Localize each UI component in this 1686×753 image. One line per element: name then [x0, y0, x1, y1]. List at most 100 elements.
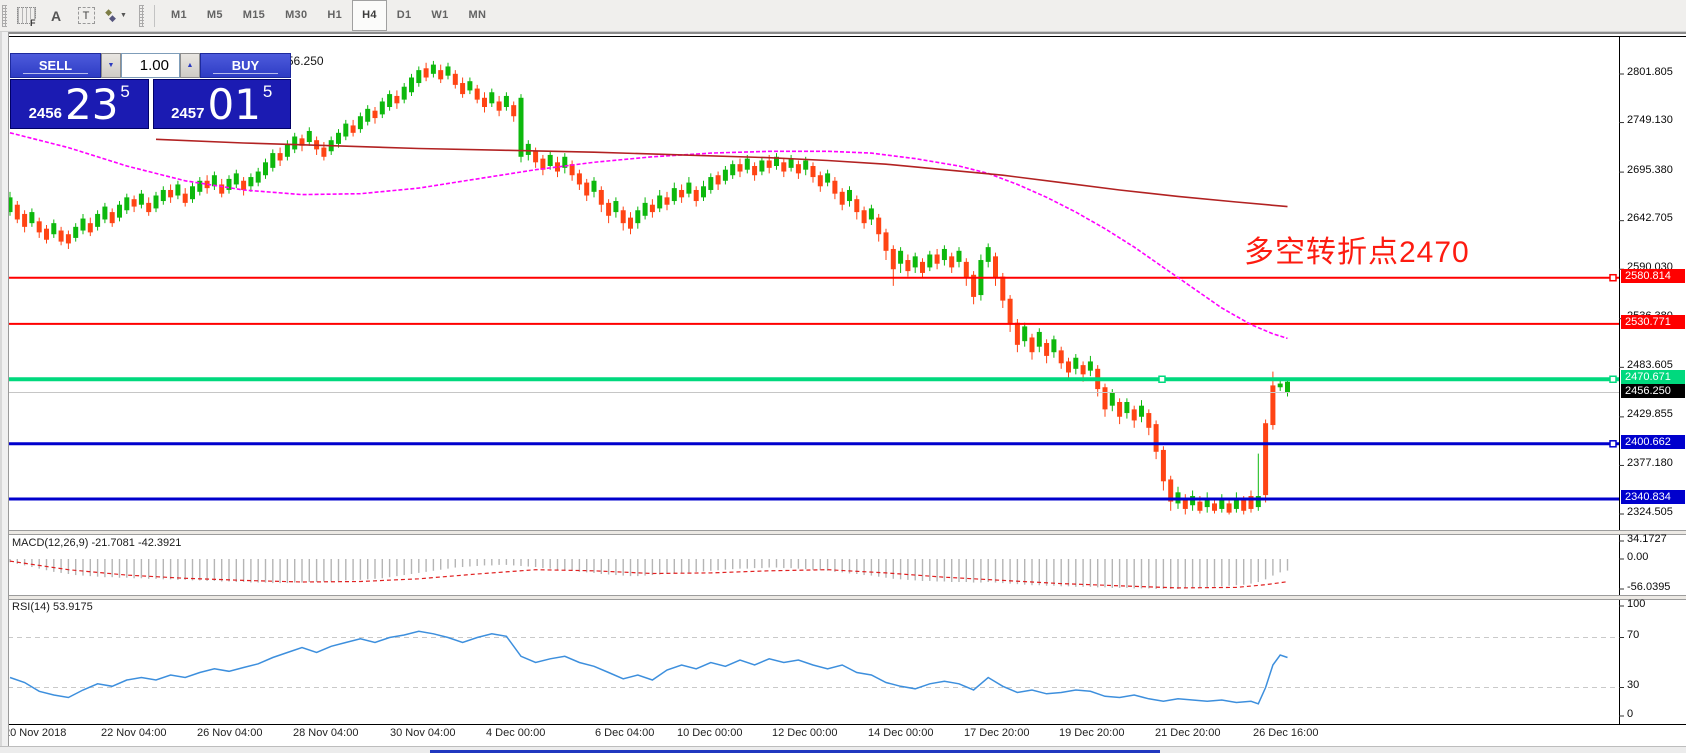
rsi-line — [9, 630, 1288, 705]
candle-body — [511, 105, 517, 117]
candle-body — [788, 158, 794, 168]
candle-body — [759, 160, 765, 172]
pane-splitter[interactable] — [0, 530, 1686, 535]
candle-body — [693, 189, 699, 202]
timeframe-button-mn[interactable]: MN — [468, 9, 487, 21]
toolbar-drag-handle[interactable] — [139, 4, 144, 27]
price-label-2642.705: 2642.705 — [1627, 212, 1673, 225]
candle-body — [744, 158, 750, 170]
candle-body — [1212, 503, 1217, 511]
insert-text-icon[interactable]: A — [44, 4, 68, 28]
volume-input[interactable]: 1.00 — [121, 53, 180, 78]
candle-body — [51, 223, 57, 235]
tick-chart-icon[interactable]: F — [14, 4, 38, 28]
buy-price-box[interactable]: 2457 01 5 — [152, 79, 291, 129]
pane-splitter[interactable] — [0, 595, 1686, 600]
sell-button[interactable]: SELL — [10, 53, 101, 78]
macd-label: MACD(12,26,9) -21.7081 -42.3921 — [12, 537, 182, 549]
price-label-2801.805: 2801.805 — [1627, 65, 1673, 78]
candle-body — [810, 166, 816, 178]
timeframe-button-m1[interactable]: M1 — [171, 9, 187, 21]
candle-body — [343, 123, 349, 137]
rsi-scale-label: 100 — [1627, 597, 1646, 610]
ma-fast-line — [9, 132, 1288, 340]
candle-body — [80, 218, 86, 231]
sell-price-box[interactable]: 2456 23 5 — [10, 79, 149, 129]
line-handle[interactable] — [1158, 375, 1166, 384]
candle-body — [817, 175, 823, 187]
grid-f-icon: F — [16, 7, 36, 28]
candle-body — [1168, 479, 1174, 502]
candle-body — [14, 204, 20, 220]
chart-canvas[interactable] — [0, 34, 1686, 753]
candle-body — [525, 143, 531, 155]
candle-body — [138, 193, 144, 205]
candle-body — [664, 197, 670, 205]
timeframe-button-m30[interactable]: M30 — [285, 9, 308, 21]
candle-body — [737, 164, 743, 172]
candle-body — [1139, 405, 1144, 417]
candle-body — [336, 132, 341, 144]
candle-body — [321, 147, 327, 157]
candle-body — [671, 188, 677, 202]
candle-body — [1285, 381, 1290, 393]
candle-body — [649, 204, 655, 213]
line-handle[interactable] — [1609, 375, 1617, 384]
objects-menu-button[interactable]: ◆ ◆ ▼ — [104, 4, 128, 28]
time-label: 4 Dec 00:00 — [486, 727, 546, 739]
line-handle[interactable] — [1609, 440, 1617, 448]
candle-body — [416, 70, 422, 84]
timeframe-button-w1[interactable]: W1 — [431, 9, 449, 21]
one-click-trading-panel: SELL ▼ 1.00 ▲ BUY 2456 23 5 2457 01 5 — [10, 53, 291, 129]
candle-body — [292, 136, 298, 150]
candle-body — [613, 201, 619, 213]
volume-decrease-button[interactable]: ▼ — [101, 53, 121, 78]
candle-body — [547, 154, 553, 167]
candle-body — [1058, 350, 1064, 364]
candle-body — [503, 95, 509, 108]
candle-body — [540, 158, 546, 170]
candle-body — [1007, 298, 1013, 325]
macd-scale-label: -56.0395 — [1627, 580, 1671, 593]
rsi-scale-label: 30 — [1627, 679, 1640, 691]
candle-body — [715, 175, 721, 185]
timeframe-button-h1[interactable]: H1 — [327, 9, 343, 21]
chart-window[interactable]: ▲SP500-,H4 2461.000 2463.500 2456.000 24… — [0, 32, 1686, 753]
candle-body — [1044, 343, 1050, 356]
timeframe-button-m15[interactable]: M15 — [242, 9, 266, 21]
candle-body — [299, 138, 305, 146]
buy-button[interactable]: BUY — [200, 53, 291, 78]
candle-body — [387, 94, 393, 108]
candle-body — [912, 256, 918, 268]
time-label: 17 Dec 20:00 — [964, 727, 1030, 739]
candle-body — [679, 189, 685, 198]
candle-body — [226, 178, 232, 190]
price-badge-2580.814: 2580.814 — [1621, 268, 1685, 283]
line-handle[interactable] — [1609, 273, 1617, 282]
candle-body — [1255, 496, 1261, 508]
timeframe-button-m5[interactable]: M5 — [206, 9, 223, 21]
toolbar-drag-handle[interactable] — [2, 4, 7, 27]
candle-body — [1066, 361, 1071, 373]
time-axis[interactable] — [0, 724, 1686, 747]
timeframe-button-d1[interactable]: D1 — [396, 9, 412, 21]
candle-body — [941, 248, 947, 261]
candle-body — [1014, 322, 1020, 345]
window-bottom-frame — [0, 746, 1686, 753]
volume-increase-button[interactable]: ▲ — [180, 53, 200, 78]
candle-body — [401, 86, 407, 100]
candle-body — [949, 256, 955, 268]
candle-body — [190, 186, 195, 200]
time-label: 20 Nov 2018 — [4, 727, 67, 739]
candle-body — [569, 164, 575, 176]
text-label-icon[interactable]: T — [74, 4, 98, 28]
price-label-2429.855: 2429.855 — [1627, 408, 1673, 421]
time-label: 19 Dec 20:00 — [1059, 727, 1125, 739]
rsi-label: RSI(14) 53.9175 — [12, 601, 93, 613]
candle-body — [1277, 383, 1283, 388]
candle-body — [1087, 361, 1093, 371]
timeframe-button-h4[interactable]: H4 — [352, 0, 387, 31]
time-label: 21 Dec 20:00 — [1155, 727, 1221, 739]
candle-body — [219, 184, 225, 194]
